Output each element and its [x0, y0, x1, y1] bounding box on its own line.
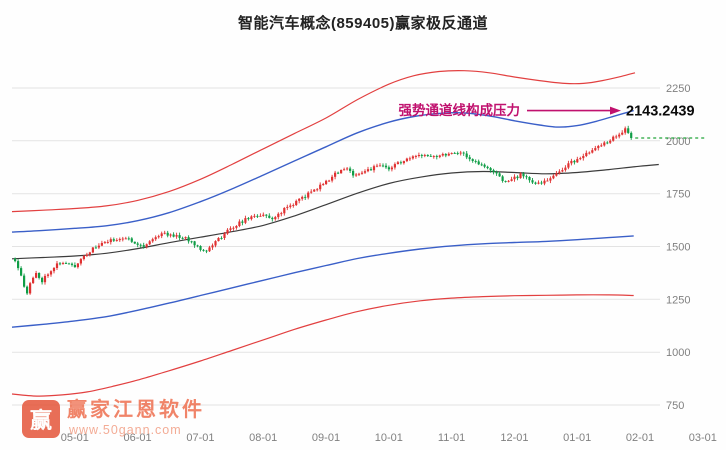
svg-text:02-01: 02-01	[626, 432, 654, 444]
svg-text:1000: 1000	[666, 347, 690, 359]
lower-strong-blue-line	[11, 235, 634, 328]
svg-text:03-01: 03-01	[689, 432, 717, 444]
candles	[14, 125, 633, 295]
middle-black-line	[11, 163, 659, 260]
svg-text:09-01: 09-01	[312, 432, 340, 444]
x-axis-labels: 05-01 06-01 07-01 08-01 09-01 10-01 11-01 12-01…	[61, 432, 717, 444]
svg-text:11-01: 11-01	[438, 432, 465, 444]
svg-text:10-01: 10-01	[375, 432, 403, 444]
svg-text:07-01: 07-01	[186, 432, 214, 444]
channel-lines	[11, 70, 659, 397]
y-axis-labels: 2250 2000 1750 1500 1250 1000 750	[666, 83, 690, 412]
svg-text:12-01: 12-01	[500, 432, 528, 444]
svg-text:08-01: 08-01	[249, 432, 277, 444]
svg-text:2250: 2250	[666, 83, 690, 95]
chart-title: 智能汽车概念(859405)赢家极反通道	[237, 15, 489, 32]
lower-outer-red-line	[11, 294, 634, 397]
pressure-value: 2143.2439	[626, 104, 695, 120]
svg-text:1250: 1250	[666, 294, 690, 306]
svg-text:1500: 1500	[666, 242, 690, 254]
pressure-arrowhead-icon	[610, 106, 621, 115]
upper-strong-blue-line	[11, 109, 634, 233]
svg-text:2000: 2000	[666, 136, 690, 148]
upper-outer-red-line	[11, 70, 636, 213]
svg-text:1750: 1750	[666, 189, 690, 201]
svg-text:05-01: 05-01	[61, 432, 89, 444]
svg-text:01-01: 01-01	[563, 432, 591, 444]
svg-text:750: 750	[666, 400, 684, 412]
pressure-annotation: 强势通道线构成压力 2143.2439	[399, 102, 695, 120]
pressure-annotation-label: 强势通道线构成压力	[399, 102, 521, 118]
svg-text:06-01: 06-01	[124, 432, 152, 444]
gridlines	[12, 87, 660, 406]
